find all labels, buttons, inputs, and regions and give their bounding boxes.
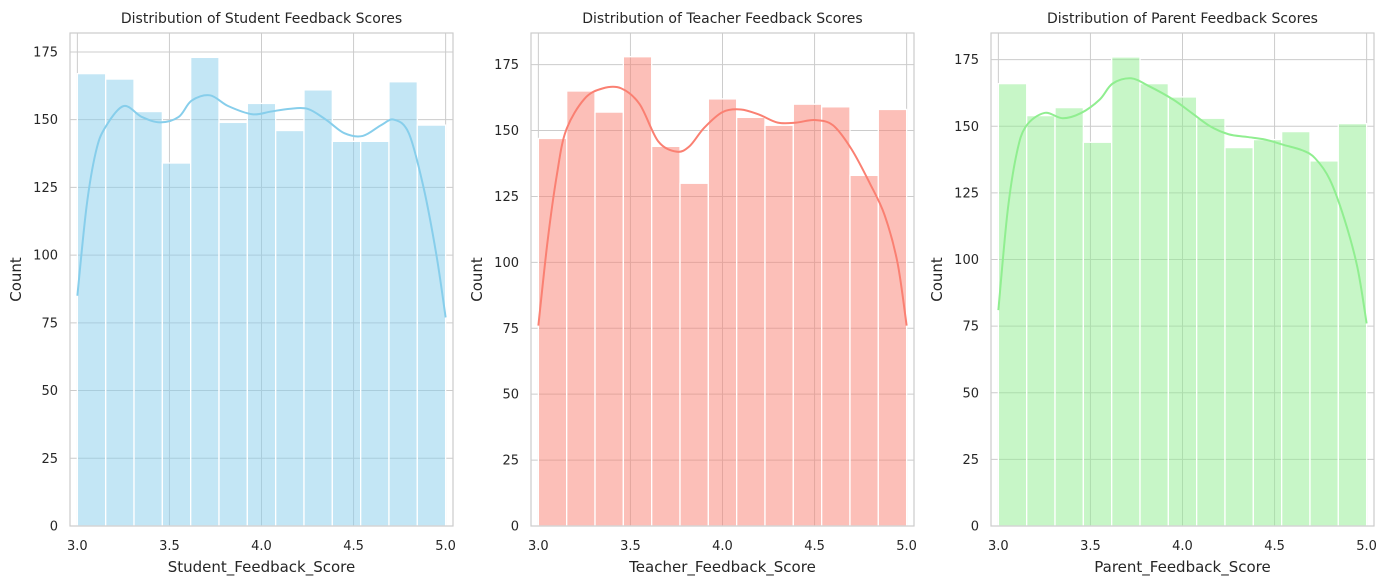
- y-tick-label: 50: [962, 386, 979, 401]
- x-tick-label: 4.0: [712, 539, 733, 554]
- x-tick-label: 4.5: [804, 539, 825, 554]
- teacher-histogram-bar: [566, 90, 596, 527]
- parent-y-axis-label: Count: [928, 257, 946, 302]
- y-tick-label: 25: [502, 454, 519, 469]
- teacher-histogram-bar: [651, 145, 681, 527]
- y-tick-label: 175: [954, 53, 979, 68]
- x-tick-label: 4.5: [343, 539, 364, 554]
- teacher-histogram-bar: [594, 111, 625, 527]
- student-histogram-bar: [359, 140, 390, 527]
- parent-histogram-bar: [1337, 122, 1368, 527]
- x-tick-label: 3.5: [159, 539, 180, 554]
- student-kde-curve: [76, 94, 447, 318]
- y-tick-label: 175: [494, 58, 519, 73]
- parent-histogram-bar: [1082, 141, 1113, 527]
- parent-histogram-bar: [1139, 82, 1169, 527]
- x-tick-label: 3.5: [1080, 539, 1101, 554]
- parent-histogram-bar: [1309, 160, 1339, 527]
- y-tick-label: 25: [41, 452, 58, 467]
- x-tick-label: 5.0: [1356, 539, 1377, 554]
- teacher-histogram-bar: [622, 56, 653, 527]
- parent-histogram-bar: [997, 82, 1028, 527]
- y-tick-label: 75: [41, 316, 58, 331]
- student-histogram-bar: [161, 162, 192, 527]
- teacher-histogram-bar: [877, 108, 908, 527]
- teacher-feedback-histogram-panel: 0 25 50 75 100 125 150 175 3.0 3.5 4.0 4.5 5.0 Distri…: [468, 11, 917, 577]
- student-x-axis-label: Student_Feedback_Score: [168, 558, 356, 577]
- teacher-histogram-bar: [820, 106, 851, 527]
- x-tick-label: 3.0: [528, 539, 549, 554]
- parent-histogram-bar: [1111, 56, 1141, 527]
- x-tick-label: 4.0: [1172, 539, 1193, 554]
- student-histogram-bar: [331, 140, 362, 527]
- student-feedback-histogram-panel: 0 25 50 75 100 125 150 175 3.0 3.5 4.0 4.5 5.0 Distri…: [7, 11, 456, 577]
- parent-x-axis-label: Parent_Feedback_Score: [1094, 558, 1270, 577]
- student-histogram-bar: [303, 89, 333, 527]
- student-histogram-bar: [218, 121, 248, 527]
- y-tick-label: 125: [954, 186, 979, 201]
- y-tick-label: 175: [33, 45, 58, 60]
- x-tick-label: 4.0: [251, 539, 272, 554]
- x-tick-label: 3.0: [988, 539, 1009, 554]
- teacher-y-axis-label: Count: [468, 257, 486, 302]
- parent-histogram-bar: [1224, 146, 1254, 527]
- teacher-x-axis-label: Teacher_Feedback_Score: [628, 558, 816, 577]
- x-tick-label: 3.5: [620, 539, 641, 554]
- parent-histogram-bar: [1196, 117, 1226, 527]
- teacher-kde-curve: [537, 85, 908, 326]
- y-tick-label: 125: [494, 190, 519, 205]
- y-tick-label: 0: [511, 520, 519, 535]
- teacher-histogram-bar: [849, 174, 879, 527]
- teacher-histogram-bar: [736, 116, 766, 527]
- student-y-axis-label: Count: [7, 257, 25, 302]
- teacher-histogram-bar: [764, 124, 794, 527]
- parent-histogram-bar: [1167, 96, 1198, 527]
- axes-frame: [990, 32, 1375, 527]
- parent-feedback-histogram-panel: 0 25 50 75 100 125 150 175 3.0 3.5 4.0 4.5 5.0 Distri…: [928, 11, 1377, 577]
- y-tick-label: 100: [494, 256, 519, 271]
- x-tick-label: 5.0: [435, 539, 456, 554]
- y-tick-label: 50: [41, 384, 58, 399]
- y-tick-label: 150: [494, 124, 519, 139]
- teacher-histogram-bar: [792, 103, 823, 527]
- parent-histogram-bar: [1280, 130, 1311, 527]
- x-tick-label: 4.5: [1264, 539, 1285, 554]
- y-tick-label: 50: [502, 388, 519, 403]
- y-tick-label: 25: [962, 453, 979, 468]
- student-histogram-bar: [416, 124, 447, 527]
- y-tick-label: 100: [954, 253, 979, 268]
- y-tick-label: 75: [962, 320, 979, 335]
- parent-kde-curve: [997, 77, 1368, 324]
- parent-histogram-bar: [1252, 138, 1283, 527]
- parent-chart-title: Distribution of Parent Feedback Scores: [1047, 11, 1318, 27]
- student-histogram-bar: [275, 129, 305, 527]
- y-tick-label: 75: [502, 322, 519, 337]
- student-histogram-bar: [190, 56, 220, 527]
- parent-histogram-bar: [1054, 106, 1085, 527]
- x-tick-label: 5.0: [896, 539, 917, 554]
- y-tick-label: 150: [954, 120, 979, 135]
- y-tick-label: 100: [33, 249, 58, 264]
- axes-frame: [69, 32, 454, 527]
- student-histogram-bar: [246, 102, 277, 527]
- y-tick-label: 0: [50, 520, 58, 535]
- student-histogram-bar: [133, 110, 164, 527]
- axes-frame: [530, 32, 915, 527]
- y-tick-label: 0: [971, 520, 979, 535]
- student-histogram-bar: [105, 78, 135, 527]
- teacher-histogram-bar: [707, 98, 738, 527]
- x-tick-label: 3.0: [67, 539, 88, 554]
- student-histogram-bar: [76, 72, 107, 527]
- teacher-chart-title: Distribution of Teacher Feedback Scores: [582, 11, 862, 27]
- parent-histogram-bar: [1026, 114, 1056, 527]
- teacher-histogram-bar: [679, 182, 709, 527]
- y-tick-label: 150: [33, 113, 58, 128]
- y-tick-label: 125: [33, 181, 58, 196]
- student-chart-title: Distribution of Student Feedback Scores: [121, 11, 402, 27]
